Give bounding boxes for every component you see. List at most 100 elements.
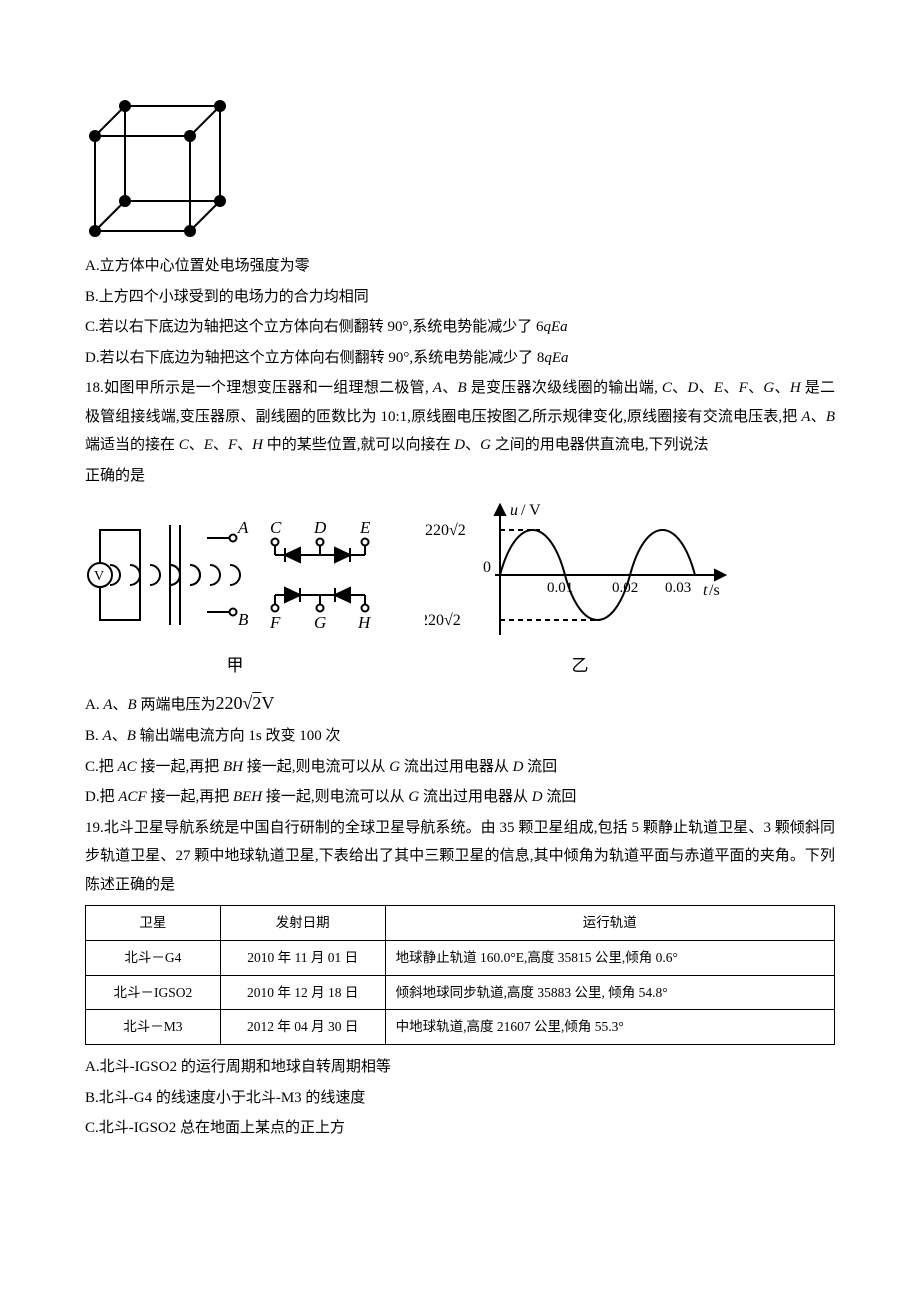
t: D <box>454 437 465 453</box>
t: G <box>389 759 400 775</box>
t: 、 <box>748 380 764 396</box>
t: A <box>103 728 112 744</box>
table-header-row: 卫星 发射日期 运行轨道 <box>86 906 835 941</box>
q18-option-b: B. A、B 输出端电流方向 1s 改变 100 次 <box>85 722 835 751</box>
svg-text:220√2: 220√2 <box>425 522 466 539</box>
t: 是变压器次级线圈的输出端, <box>467 380 662 396</box>
t: AC <box>118 759 137 775</box>
svg-text:u: u <box>510 502 518 519</box>
svg-text:0.01: 0.01 <box>547 580 573 596</box>
col-date: 发射日期 <box>220 906 385 941</box>
q18-circuit-wrap: V A B <box>85 500 385 682</box>
t: 、 <box>465 437 480 453</box>
t: 、 <box>237 437 252 453</box>
t: 流回 <box>543 789 577 805</box>
q17-cube-figure <box>85 96 835 246</box>
q19-option-b: B.北斗-G4 的线速度小于北斗-M3 的线速度 <box>85 1084 835 1113</box>
q18-stem-3: 正确的是 <box>85 462 835 491</box>
q18-caption-right: 乙 <box>425 650 735 682</box>
formula: 220√2V <box>215 693 274 713</box>
t: BH <box>223 759 243 775</box>
t: 两端电压为 <box>137 697 216 713</box>
cube-svg <box>85 96 235 246</box>
q19-table: 卫星 发射日期 运行轨道 北斗－G4 2010 年 11 月 01 日 地球静止… <box>85 905 835 1045</box>
col-satellite: 卫星 <box>86 906 221 941</box>
t: 、 <box>113 697 128 713</box>
t: 接一起,再把 <box>147 789 233 805</box>
cell: 2012 年 04 月 30 日 <box>220 1010 385 1045</box>
svg-text:0.03: 0.03 <box>665 580 691 596</box>
t: 接一起,则电流可以从 <box>262 789 408 805</box>
t: D <box>532 789 543 805</box>
t: B <box>826 409 835 425</box>
t: 端适当的接在 <box>85 437 179 453</box>
t: 、 <box>442 380 458 396</box>
t: 、 <box>672 380 688 396</box>
cell: 2010 年 12 月 18 日 <box>220 975 385 1010</box>
cell: 中地球轨道,高度 21607 公里,倾角 55.3° <box>385 1010 834 1045</box>
t: 、 <box>189 437 204 453</box>
formula: qEa <box>544 319 568 335</box>
t: E <box>204 437 213 453</box>
t: A. <box>85 697 103 713</box>
t: H <box>790 380 801 396</box>
t: B <box>127 728 136 744</box>
t: B. <box>85 728 103 744</box>
svg-text:0: 0 <box>483 559 491 576</box>
svg-text:G: G <box>314 613 326 632</box>
t: C.把 <box>85 759 118 775</box>
svg-text:t: t <box>703 582 708 599</box>
t: 流出过用电器从 <box>400 759 513 775</box>
svg-text:V: V <box>94 569 104 584</box>
col-orbit: 运行轨道 <box>385 906 834 941</box>
cell: 倾斜地球同步轨道,高度 35883 公里, 倾角 54.8° <box>385 975 834 1010</box>
t: 、 <box>698 380 714 396</box>
t: A <box>801 409 810 425</box>
t: 接一起,再把 <box>137 759 223 775</box>
q19-stem: 19.北斗卫星导航系统是中国自行研制的全球卫星导航系统。由 35 颗卫星组成,包… <box>85 814 835 900</box>
t: 、 <box>112 728 127 744</box>
cell: 2010 年 11 月 01 日 <box>220 941 385 976</box>
svg-text:B: B <box>238 610 249 629</box>
t: 中的某些位置,就可以向接在 <box>263 437 454 453</box>
t: F <box>739 380 748 396</box>
t: ACF <box>118 789 146 805</box>
t: 、 <box>723 380 739 396</box>
q17-option-d: D.若以右下底边为轴把这个立方体向右侧翻转 90°,系统电势能减少了 8qEa <box>85 344 835 373</box>
t: 流回 <box>523 759 557 775</box>
q19-option-a: A.北斗-IGSO2 的运行周期和地球自转周期相等 <box>85 1053 835 1082</box>
svg-text:0.02: 0.02 <box>612 580 638 596</box>
q18-circuit: V A B <box>85 500 385 650</box>
q18-graph-wrap: u / V 220√2 −220√2 0 0.01 0.02 0.03 t /s… <box>425 500 735 682</box>
t: 、 <box>811 409 826 425</box>
t: B <box>128 697 137 713</box>
q18-caption-left: 甲 <box>85 650 385 682</box>
text: C.若以右下底边为轴把这个立方体向右侧翻转 90°,系统电势能减少了 6 <box>85 319 544 335</box>
t: D.把 <box>85 789 118 805</box>
svg-text:E: E <box>359 518 371 537</box>
q18-figures: V A B <box>85 500 835 682</box>
t: C <box>179 437 189 453</box>
t: F <box>228 437 237 453</box>
formula: qEa <box>544 350 568 366</box>
t: E <box>714 380 723 396</box>
t: G <box>480 437 491 453</box>
t: B <box>458 380 467 396</box>
q17-option-a: A.立方体中心位置处电场强度为零 <box>85 252 835 281</box>
cell: 地球静止轨道 160.0°E,高度 35815 公里,倾角 0.6° <box>385 941 834 976</box>
svg-text:F: F <box>269 613 281 632</box>
t: G <box>763 380 774 396</box>
t: A <box>103 697 112 713</box>
q19-option-c: C.北斗-IGSO2 总在地面上某点的正上方 <box>85 1114 835 1143</box>
t: D <box>687 380 698 396</box>
t: 输出端电流方向 1s 改变 100 次 <box>136 728 341 744</box>
q17-option-c: C.若以右下底边为轴把这个立方体向右侧翻转 90°,系统电势能减少了 6qEa <box>85 313 835 342</box>
table-row: 北斗－M3 2012 年 04 月 30 日 中地球轨道,高度 21607 公里… <box>86 1010 835 1045</box>
t: 18.如图甲所示是一个理想变压器和一组理想二极管, <box>85 380 433 396</box>
svg-text:H: H <box>357 613 372 632</box>
cell: 北斗－M3 <box>86 1010 221 1045</box>
t: D <box>513 759 524 775</box>
t: H <box>252 437 263 453</box>
cell: 北斗－IGSO2 <box>86 975 221 1010</box>
q17-option-b: B.上方四个小球受到的电场力的合力均相同 <box>85 283 835 312</box>
